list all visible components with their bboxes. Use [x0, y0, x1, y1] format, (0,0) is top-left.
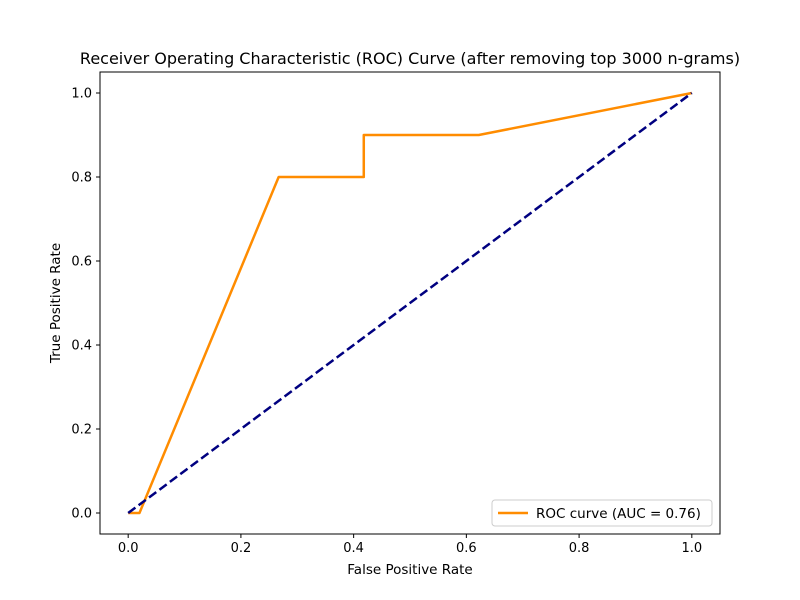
- chart-title: Receiver Operating Characteristic (ROC) …: [80, 49, 740, 68]
- y-tick-label: 0.4: [71, 339, 92, 354]
- x-axis-title: False Positive Rate: [347, 562, 472, 578]
- axes-frame: [99, 71, 721, 535]
- legend-label: ROC curve (AUC = 0.76): [536, 506, 701, 522]
- diagonal-reference-line: [127, 91, 693, 515]
- x-tick-label: 0.8: [569, 541, 590, 556]
- x-tick-label: 0.4: [343, 541, 364, 556]
- roc-curve-line: [128, 91, 693, 515]
- y-tick-label: 0.0: [71, 507, 92, 522]
- x-tick-label: 0.0: [118, 541, 139, 556]
- y-tick-label: 0.8: [71, 171, 92, 186]
- legend: ROC curve (AUC = 0.76): [491, 499, 713, 527]
- x-tick-label: 0.2: [231, 541, 252, 556]
- axes: 0.0 0.2 0.4 0.6 0.8 1.0 0.0 0.2 0.4 0.6 0.8 1.0: [71, 71, 721, 556]
- y-axis-title: True Positive Rate: [48, 243, 64, 364]
- x-tick-label: 0.6: [456, 541, 477, 556]
- x-tick-label: 1.0: [681, 541, 702, 556]
- y-tick-label: 0.6: [71, 255, 92, 270]
- y-tick-label: 1.0: [71, 87, 92, 102]
- legend-box: [491, 499, 713, 527]
- y-tick-label: 0.2: [71, 423, 92, 438]
- plot-area: [127, 91, 693, 515]
